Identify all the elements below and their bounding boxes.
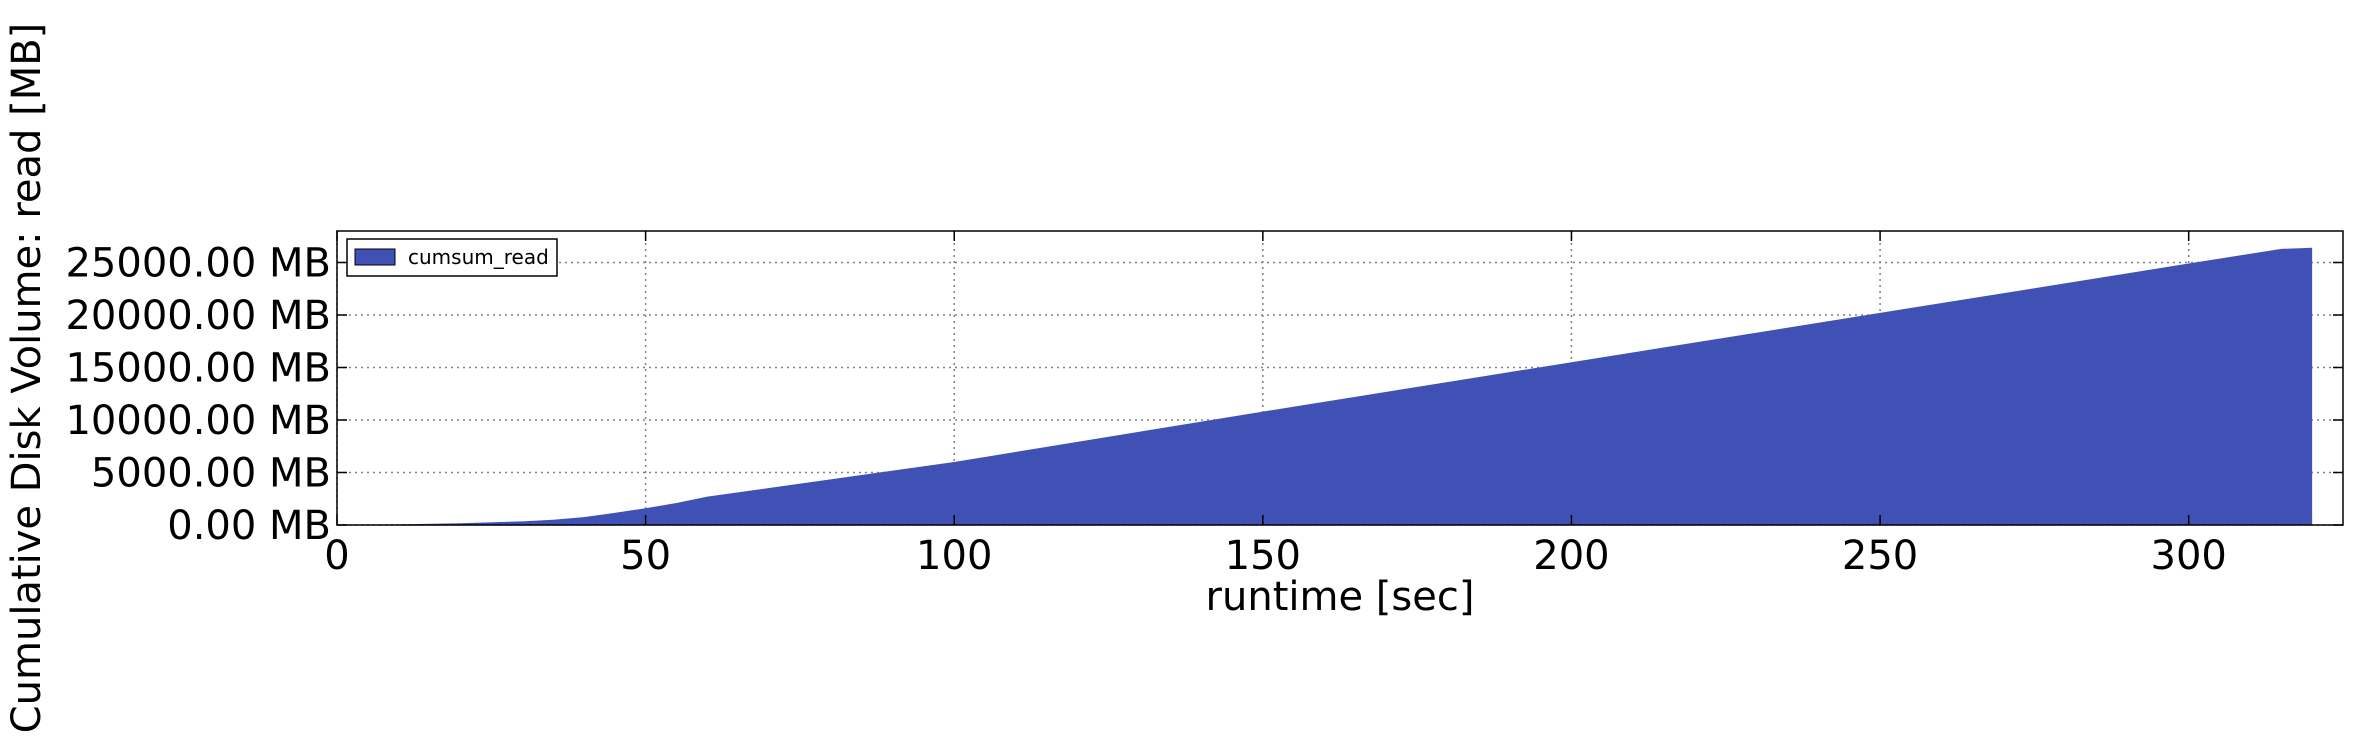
x-axis-label: runtime [sec] xyxy=(1206,574,1475,620)
y-tick-label-4: 20000.00 MB xyxy=(65,293,331,339)
x-tick-label-2: 100 xyxy=(916,533,992,579)
area-series-cumsum-read xyxy=(337,247,2313,526)
ticks: 0 50 100 150 200 250 300 0.00 MB 5000.00 MB 10000… xyxy=(65,231,2343,579)
area-series-layer xyxy=(337,247,2313,526)
x-tick-label-4: 200 xyxy=(1533,533,1609,579)
plot-frame xyxy=(336,230,2344,526)
y-tick-label-1: 5000.00 MB xyxy=(91,451,331,497)
legend-swatch-cumsum-read xyxy=(354,248,396,266)
legend-label-cumsum-read: cumsum_read xyxy=(408,245,549,269)
y-tick-label-0: 0.00 MB xyxy=(167,503,331,549)
legend: cumsum_read xyxy=(346,238,558,277)
x-tick-label-0: 0 xyxy=(324,533,349,579)
x-tick-label-5: 250 xyxy=(1842,533,1918,579)
y-tick-label-5: 25000.00 MB xyxy=(65,241,331,287)
x-tick-label-6: 300 xyxy=(2151,533,2227,579)
x-tick-label-3: 150 xyxy=(1225,533,1301,579)
y-tick-label-3: 15000.00 MB xyxy=(65,346,331,392)
x-tick-label-1: 50 xyxy=(620,533,671,579)
y-axis-label: Cumulative Disk Volume: read [MB] xyxy=(4,23,50,734)
y-tick-label-2: 10000.00 MB xyxy=(65,398,331,444)
